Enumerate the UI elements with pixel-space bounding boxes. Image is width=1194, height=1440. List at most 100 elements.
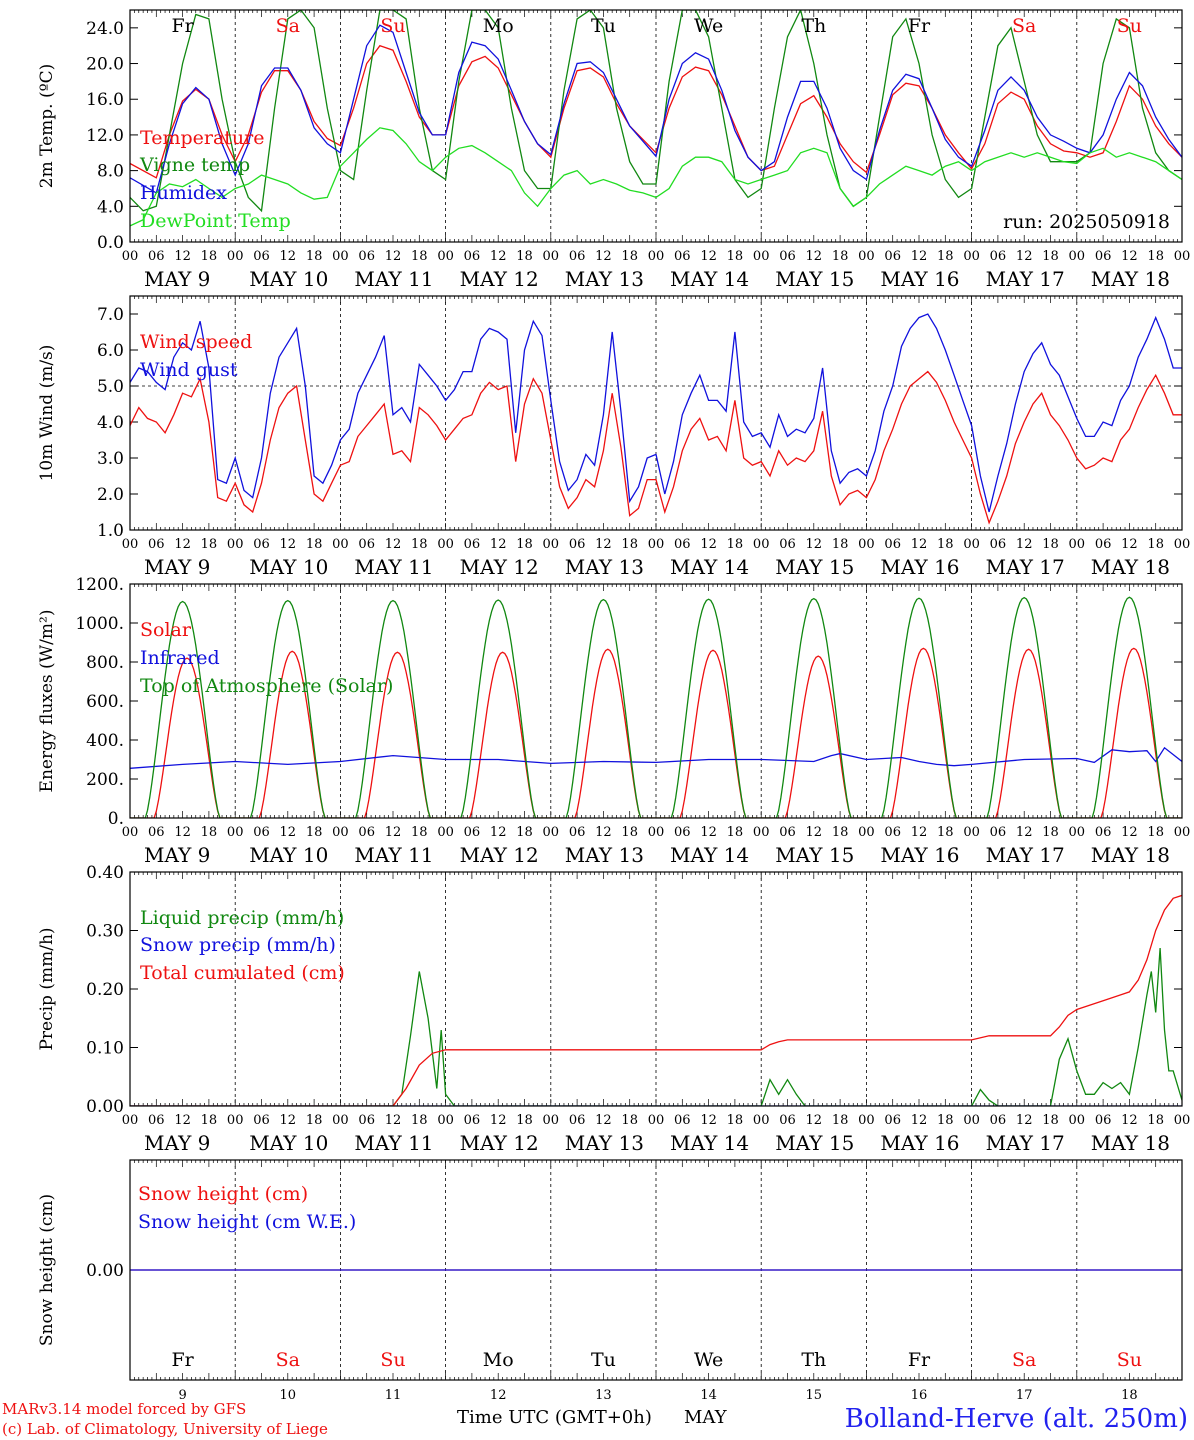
hour-tick-label: 00 [122,537,139,552]
weekday-label: Th [801,1349,826,1371]
footer-month: MAY [684,1407,728,1428]
hour-tick-label: 00 [1069,537,1086,552]
weekday-label: Mo [483,1349,514,1371]
hour-tick-label: 00 [753,825,770,840]
day-number-label: 11 [385,1388,402,1403]
y-tick-label: 5.0 [97,377,124,397]
y-tick-label: 600. [86,692,124,712]
y-axis-label: 2m Temp. (ºC) [37,64,57,189]
hour-tick-label: 18 [937,825,954,840]
hour-tick-label: 18 [516,1113,533,1128]
hour-tick-label: 12 [911,1113,928,1128]
hour-tick-label: 12 [174,249,191,264]
legend-entry: DewPoint Temp [140,210,291,232]
hour-tick-label: 00 [543,825,560,840]
series-wind-gust [130,313,1182,513]
hour-tick-label: 00 [648,825,665,840]
day-date-label: MAY 14 [670,843,749,867]
footer-credit: (c) Lab. of Climatology, University of L… [2,1420,328,1438]
panel-snow: 0.00 Snow height (cm) Snow height (cm) Snow… [37,1159,1183,1403]
hour-tick-label: 12 [595,537,612,552]
hour-tick-label: 00 [332,1113,349,1128]
hour-tick-label: 06 [779,249,796,264]
hour-tick-label: 12 [385,249,402,264]
hour-tick-label: 18 [516,537,533,552]
hour-tick-label: 12 [1016,249,1033,264]
panel-frame [129,9,1183,243]
hour-tick-label: 18 [306,537,323,552]
legend-entry: Vigne temp [139,154,250,176]
hour-tick-label: 06 [990,825,1007,840]
day-number-label: 10 [280,1388,297,1403]
hour-tick-label: 00 [963,537,980,552]
day-date-label: MAY 16 [880,843,959,867]
hour-tick-label: 12 [806,537,823,552]
hour-tick-label: 00 [858,1113,875,1128]
hour-tick-label: 12 [911,825,928,840]
hour-tick-label: 06 [779,1113,796,1128]
weekday-label: Fr [908,15,931,37]
hour-tick-label: 06 [779,825,796,840]
hour-tick-label: 06 [358,249,375,264]
hour-tick-label: 00 [1069,1113,1086,1128]
footer-xlabel: Time UTC (GMT+0h) [457,1407,652,1428]
hour-tick-label: 12 [700,537,717,552]
hour-tick-label: 18 [1147,1113,1164,1128]
hour-tick-label: 12 [490,537,507,552]
panel-wind: 1.0 2.0 3.0 4.0 5.0 6.0 7.0 10m Wind (m/s) Wind … [37,295,1191,579]
legend-entry: Temperature [140,127,264,149]
weekday-label: Su [1117,15,1142,37]
day-date-label: MAY 13 [565,555,644,579]
weekday-label: Fr [171,15,194,37]
hour-tick-label: 12 [1016,537,1033,552]
hour-tick-label: 06 [990,1113,1007,1128]
legend-entry: Humidex [140,182,227,204]
hour-tick-label: 00 [753,537,770,552]
hour-tick-label: 18 [306,249,323,264]
hour-tick-label: 00 [1174,537,1191,552]
hour-tick-label: 00 [437,249,454,264]
hour-tick-label: 18 [1042,825,1059,840]
hour-tick-label: 06 [148,1113,165,1128]
hour-tick-label: 06 [779,537,796,552]
day-number-label: 17 [1016,1388,1033,1403]
hour-tick-label: 12 [385,537,402,552]
day-date-label: MAY 11 [354,267,433,291]
y-tick-label: 20.0 [86,55,124,75]
hour-tick-label: 00 [332,249,349,264]
hour-tick-label: 18 [411,1113,428,1128]
hour-tick-label: 06 [884,1113,901,1128]
hour-tick-label: 12 [700,825,717,840]
hour-tick-label: 00 [227,1113,244,1128]
day-date-label: MAY 10 [249,843,328,867]
y-tick-label: 0.10 [86,1039,124,1059]
day-date-label: MAY 15 [775,1131,854,1155]
weekday-label: Tu [591,1349,616,1371]
hour-tick-label: 06 [990,537,1007,552]
hour-tick-label: 18 [621,1113,638,1128]
hour-tick-label: 12 [174,1113,191,1128]
y-tick-label: 0.00 [86,1261,124,1281]
hour-tick-label: 06 [990,249,1007,264]
hour-tick-label: 06 [148,825,165,840]
run-label: run: 2025050918 [1003,211,1170,233]
day-date-label: MAY 9 [144,1131,210,1155]
hour-tick-label: 06 [569,249,586,264]
hour-tick-label: 00 [858,537,875,552]
hour-tick-label: 18 [832,249,849,264]
hour-tick-label: 12 [1016,1113,1033,1128]
panel-energy: 0. 200. 400. 600. 800. 1000. 1200. Energy fluxe… [37,575,1190,867]
hour-tick-label: 12 [490,249,507,264]
hour-tick-label: 18 [306,825,323,840]
weekday-label: Sa [1012,1349,1036,1371]
day-date-label: MAY 13 [565,1131,644,1155]
day-date-label: MAY 9 [144,555,210,579]
y-tick-label: 3.0 [97,449,124,469]
day-date-label: MAY 12 [460,1131,539,1155]
y-tick-label: 0.30 [86,922,124,942]
hour-tick-label: 00 [227,537,244,552]
day-date-label: MAY 17 [986,843,1065,867]
hour-tick-label: 00 [122,1113,139,1128]
weekday-label: Mo [483,15,514,37]
